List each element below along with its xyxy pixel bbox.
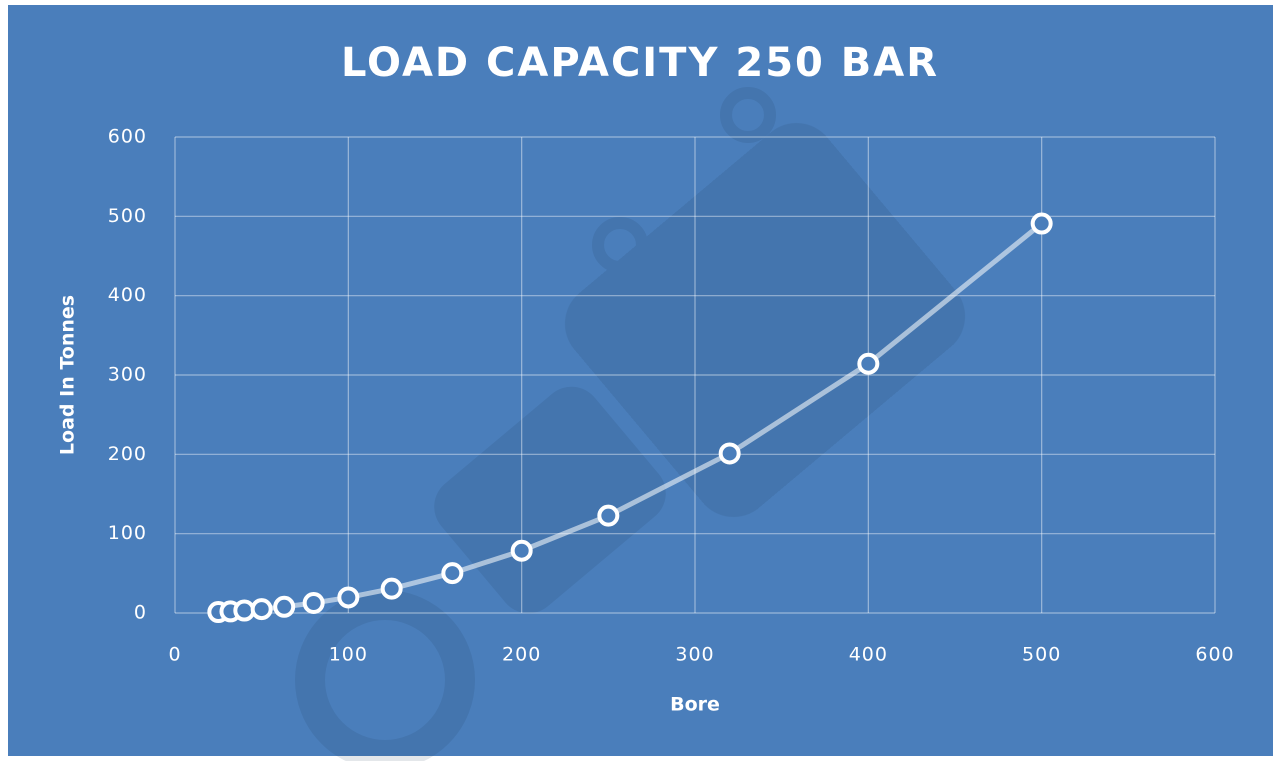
x-tick-label: 600 bbox=[1195, 644, 1234, 666]
y-tick-label: 500 bbox=[108, 205, 147, 227]
y-tick-label: 0 bbox=[134, 602, 147, 624]
data-point bbox=[513, 542, 531, 560]
y-tick-label: 300 bbox=[108, 364, 147, 386]
y-tick-label: 400 bbox=[108, 284, 147, 306]
chart-title: LOAD CAPACITY 250 BAR bbox=[341, 40, 939, 86]
data-point bbox=[859, 355, 877, 373]
data-point bbox=[253, 600, 271, 618]
data-point bbox=[1033, 215, 1051, 233]
y-tick-label: 100 bbox=[108, 522, 147, 544]
data-point bbox=[721, 444, 739, 462]
x-tick-label: 200 bbox=[502, 644, 541, 666]
y-tick-label: 600 bbox=[108, 126, 147, 148]
data-point bbox=[235, 602, 253, 620]
x-tick-label: 400 bbox=[849, 644, 888, 666]
data-point bbox=[383, 580, 401, 598]
x-tick-label: 300 bbox=[675, 644, 714, 666]
x-tick-label: 0 bbox=[168, 644, 181, 666]
y-tick-label: 200 bbox=[108, 443, 147, 465]
x-axis-title: Bore bbox=[670, 694, 720, 716]
data-point bbox=[339, 588, 357, 606]
chart: LOAD CAPACITY 250 BAR Bore Load In Tonne… bbox=[0, 0, 1273, 761]
data-point bbox=[599, 507, 617, 525]
y-axis-title: Load In Tonnes bbox=[57, 295, 79, 455]
data-point bbox=[443, 564, 461, 582]
x-tick-label: 500 bbox=[1022, 644, 1061, 666]
data-point bbox=[275, 598, 293, 616]
data-point bbox=[305, 594, 323, 612]
x-tick-label: 100 bbox=[329, 644, 368, 666]
